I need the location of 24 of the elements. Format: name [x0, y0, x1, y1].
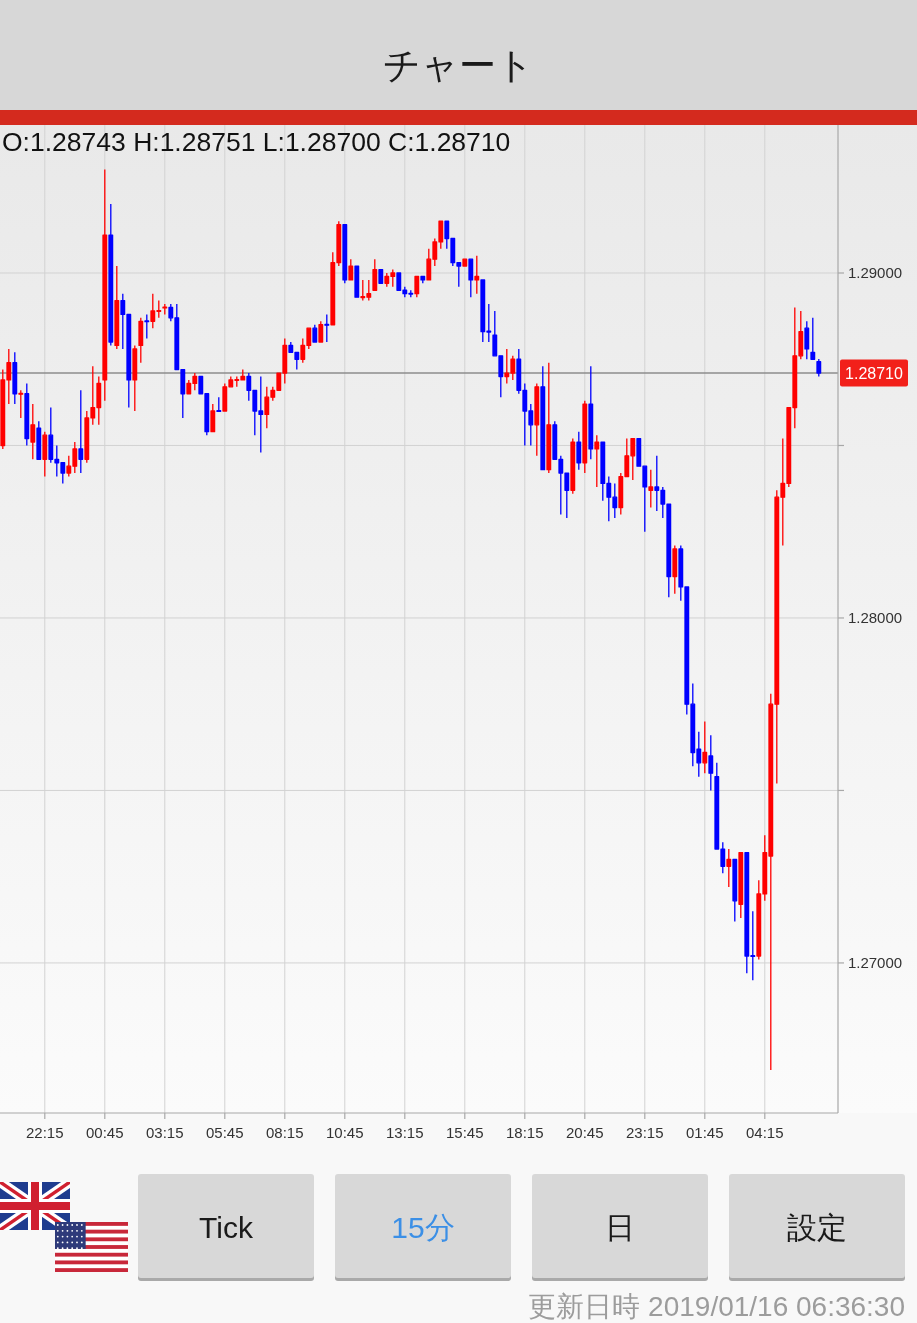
ref-line-label: 1.28710	[845, 365, 904, 383]
x-tick-label: 22:15	[26, 1124, 64, 1141]
button: Tick	[138, 1174, 314, 1281]
y-tick-label: 1.29000	[847, 264, 903, 282]
x-tick-label: 04:15	[746, 1124, 784, 1141]
chart-title: チャート	[383, 45, 534, 86]
button: 15分	[335, 1174, 511, 1281]
button: 日	[532, 1174, 708, 1281]
x-tick-label: 20:45	[566, 1124, 604, 1141]
button: 設定	[729, 1174, 905, 1281]
x-tick-label: 13:15	[386, 1124, 424, 1141]
x-tick-label: 03:15	[146, 1124, 184, 1141]
x-tick-label: 15:45	[446, 1124, 484, 1141]
x-tick-label: 08:15	[266, 1124, 304, 1141]
y-tick-label: 1.28000	[847, 609, 903, 627]
x-tick-label: 00:45	[86, 1124, 124, 1141]
chart-subtitle: O:1.28743 H:1.28751 L:1.28700 C:1.28710	[2, 127, 511, 157]
x-tick-label: 05:45	[206, 1124, 244, 1141]
text: 更新日時 2019/01/16 06:36:30	[528, 1291, 905, 1322]
x-tick-label: 10:45	[326, 1124, 364, 1141]
x-tick-label: 18:15	[506, 1124, 544, 1141]
y-tick-label: 1.27000	[847, 954, 903, 972]
x-tick-label: 01:45	[686, 1124, 724, 1141]
x-tick-label: 23:15	[626, 1124, 664, 1141]
